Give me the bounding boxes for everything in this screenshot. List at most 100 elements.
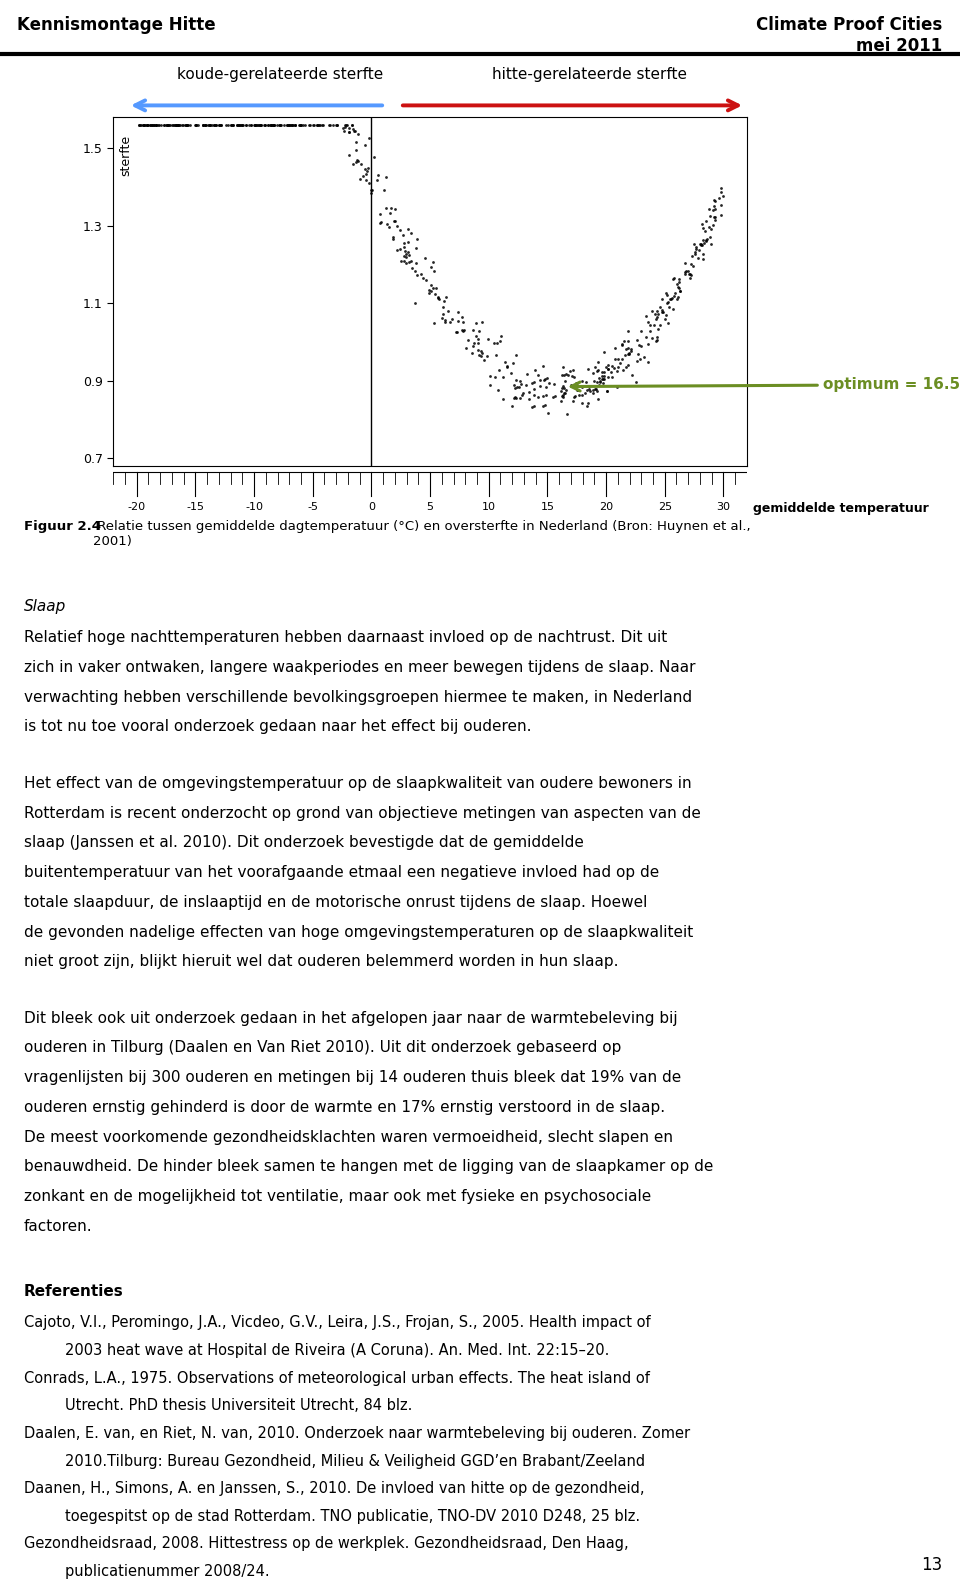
Point: [459, 336, 474, 361]
Point: [671, 269, 686, 295]
Point: [180, 113, 196, 138]
Point: [244, 113, 259, 138]
Point: [600, 365, 615, 390]
Point: [535, 384, 550, 409]
Point: [677, 250, 692, 276]
Point: [586, 377, 601, 403]
Point: [556, 385, 571, 411]
Point: [310, 113, 325, 138]
Point: [660, 290, 675, 315]
Point: [553, 388, 568, 414]
Point: [423, 273, 439, 298]
Point: [678, 260, 693, 285]
Point: [471, 319, 487, 344]
Text: totale slaapduur, de inslaaptijd en de motorische onrust tijdens de slaap. Hoewe: totale slaapduur, de inslaaptijd en de m…: [24, 896, 647, 910]
Point: [589, 369, 605, 395]
Point: [146, 113, 161, 138]
Point: [530, 361, 545, 387]
Text: -5: -5: [307, 502, 319, 512]
Text: publicatienummer 2008/24.: publicatienummer 2008/24.: [65, 1564, 270, 1579]
Point: [461, 327, 476, 352]
Point: [138, 113, 154, 138]
Point: [247, 113, 262, 138]
Point: [160, 113, 176, 138]
Point: [158, 113, 174, 138]
Point: [707, 187, 722, 212]
Point: [295, 113, 310, 138]
Point: [694, 231, 709, 257]
Point: [652, 295, 667, 320]
Point: [198, 113, 213, 138]
Point: [230, 113, 246, 138]
Point: [536, 353, 551, 379]
Point: [526, 376, 541, 401]
Point: [162, 113, 178, 138]
Point: [588, 353, 603, 379]
Point: [142, 113, 157, 138]
Point: [407, 290, 422, 315]
Point: [533, 368, 548, 393]
Point: [693, 231, 708, 257]
Point: [640, 331, 656, 357]
Text: 2003 heat wave at Hospital de Riveira (A Coruna). An. Med. Int. 22:15–20.: 2003 heat wave at Hospital de Riveira (A…: [65, 1342, 610, 1358]
Point: [661, 287, 677, 312]
Text: vragenlijsten bij 300 ouderen en metingen bij 14 ouderen thuis bleek dat 19% van: vragenlijsten bij 300 ouderen en metinge…: [24, 1070, 682, 1086]
Point: [337, 119, 352, 144]
Point: [400, 239, 416, 265]
Point: [349, 149, 365, 174]
Point: [420, 277, 436, 303]
Point: [263, 113, 278, 138]
Point: [393, 236, 408, 262]
Text: koude-gerelateerde sterfte: koude-gerelateerde sterfte: [177, 68, 383, 82]
Point: [655, 300, 670, 325]
Point: [694, 211, 709, 236]
Point: [589, 387, 605, 412]
Point: [648, 306, 663, 331]
Point: [264, 113, 279, 138]
Point: [504, 393, 519, 418]
Point: [261, 113, 276, 138]
Point: [491, 377, 506, 403]
Point: [284, 113, 300, 138]
Point: [188, 113, 204, 138]
Point: [522, 387, 538, 412]
Point: [339, 113, 354, 138]
Point: [603, 358, 618, 384]
Point: [620, 341, 636, 366]
Point: [524, 371, 540, 396]
Point: [702, 214, 717, 239]
Point: [160, 113, 176, 138]
Point: [397, 241, 413, 266]
Point: [455, 319, 470, 344]
Point: [479, 344, 494, 369]
Point: [151, 113, 166, 138]
Point: [281, 113, 297, 138]
Point: [234, 113, 250, 138]
Point: [545, 385, 561, 411]
Point: [142, 113, 157, 138]
Point: [389, 212, 404, 238]
Point: [408, 236, 423, 262]
Point: [588, 377, 603, 403]
Point: [608, 336, 623, 361]
Point: [525, 395, 540, 420]
Text: zich in vaker ontwaken, langere waakperiodes en meer bewegen tijdens de slaap. N: zich in vaker ontwaken, langere waakperi…: [24, 659, 695, 675]
Point: [695, 246, 710, 271]
Text: Relatie tussen gemiddelde dagtemperatuur (°C) en oversterfte in Nederland (Bron:: Relatie tussen gemiddelde dagtemperatuur…: [93, 520, 751, 548]
Point: [600, 352, 615, 377]
Point: [220, 113, 235, 138]
Point: [512, 374, 527, 399]
Point: [352, 166, 368, 192]
Text: niet groot zijn, blijkt hieruit wel dat ouderen belemmerd worden in hun slaap.: niet groot zijn, blijkt hieruit wel dat …: [24, 954, 618, 970]
Point: [427, 282, 443, 307]
Point: [481, 327, 496, 352]
Point: [386, 227, 401, 252]
Point: [396, 230, 412, 255]
Point: [457, 317, 472, 342]
Point: [692, 231, 708, 257]
Point: [555, 376, 570, 401]
Point: [156, 113, 171, 138]
Point: [132, 113, 147, 138]
Text: optimum = 16.5°C: optimum = 16.5°C: [571, 377, 960, 391]
Point: [353, 152, 369, 178]
